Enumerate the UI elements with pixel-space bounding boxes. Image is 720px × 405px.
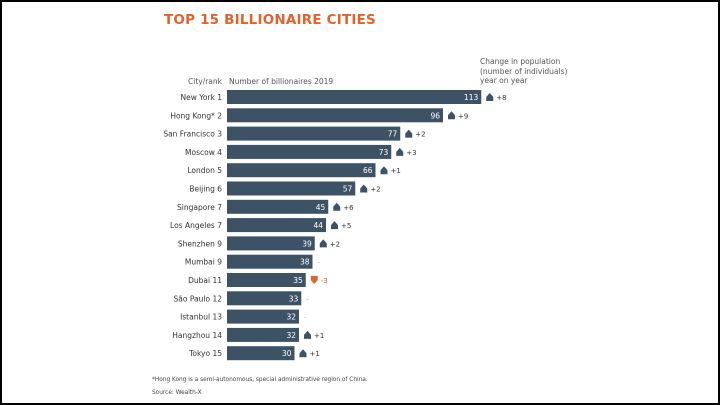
change-label: +5 <box>341 222 351 230</box>
category-label: New York 1 <box>181 93 223 102</box>
source-note: Source: Wealth-X <box>152 390 202 396</box>
bar <box>227 291 302 306</box>
bar <box>227 254 313 269</box>
category-label: San Francisco 3 <box>163 130 222 139</box>
bar <box>227 236 315 251</box>
bar <box>227 199 329 214</box>
value-label: 73 <box>379 148 389 157</box>
arrow-up-icon <box>486 93 494 101</box>
value-label: 57 <box>343 185 353 194</box>
change-label: +6 <box>343 204 354 212</box>
change-header-line: year on year <box>480 76 528 85</box>
value-label: 38 <box>300 258 310 267</box>
category-label: Hong Kong* 2 <box>170 111 222 120</box>
arrow-up-icon <box>380 166 388 175</box>
change-header-line: Change in population <box>480 57 561 66</box>
bar <box>227 163 376 178</box>
change-label: +8 <box>496 94 506 102</box>
bar <box>227 309 299 324</box>
footnote: *Hong Kong is a semi-autonomous, special… <box>152 377 368 383</box>
category-label: Istanbul 13 <box>180 313 222 322</box>
value-label: 33 <box>289 294 299 303</box>
value-label: 44 <box>313 221 323 230</box>
change-label: +2 <box>330 240 340 248</box>
category-label: Mumbai 9 <box>185 258 222 267</box>
bar <box>227 346 295 361</box>
category-label: Hangzhou 14 <box>172 331 222 340</box>
category-label: Singapore 7 <box>177 203 222 212</box>
category-label: São Paulo 12 <box>174 294 223 303</box>
category-label: London 5 <box>187 166 222 175</box>
change-label: +1 <box>391 167 401 175</box>
value-label: 66 <box>363 166 373 175</box>
arrow-up-icon <box>319 239 327 248</box>
value-label: 45 <box>316 203 326 212</box>
arrow-up-icon <box>299 349 307 358</box>
value-label: 30 <box>282 349 292 358</box>
value-label: 32 <box>286 331 296 340</box>
arrow-down-icon <box>310 276 318 284</box>
arrow-up-icon <box>333 202 341 211</box>
value-header: Number of billionaires 2019 <box>229 77 334 86</box>
arrow-up-icon <box>331 221 338 230</box>
arrow-up-icon <box>304 330 311 339</box>
value-label: 96 <box>430 111 440 120</box>
change-label: +9 <box>458 112 468 120</box>
value-label: 32 <box>286 313 296 322</box>
bar <box>227 218 326 233</box>
arrow-up-icon <box>360 184 368 193</box>
bar <box>227 327 299 342</box>
change-label: - <box>306 295 309 303</box>
bar <box>227 144 392 159</box>
value-label: 39 <box>302 239 312 248</box>
bar <box>227 126 401 141</box>
value-label: 113 <box>464 93 479 102</box>
change-label: - <box>304 314 307 322</box>
category-label: Moscow 4 <box>185 148 222 157</box>
category-header: City/rank <box>188 77 223 86</box>
category-label: Dubai 11 <box>188 276 222 285</box>
arrow-up-icon <box>448 111 455 120</box>
change-label: - <box>318 259 321 267</box>
change-header: Change in population (number of individu… <box>480 57 567 86</box>
bar <box>227 90 482 104</box>
category-label: Shenzhen 9 <box>178 239 222 248</box>
change-label: -3 <box>321 277 328 285</box>
change-label: +1 <box>310 350 320 358</box>
arrow-up-icon <box>405 129 413 138</box>
bar <box>227 273 306 287</box>
value-label: 35 <box>293 276 303 285</box>
category-label: Tokyo 15 <box>188 349 222 358</box>
change-label: +2 <box>370 186 380 194</box>
change-label: +1 <box>314 332 324 340</box>
change-label: +3 <box>406 149 416 157</box>
value-label: 77 <box>388 130 398 139</box>
arrow-up-icon <box>396 147 404 156</box>
category-label: Beijing 6 <box>189 185 222 194</box>
change-label: +2 <box>415 131 425 139</box>
chart-title: TOP 15 BILLIONAIRE CITIES <box>164 12 376 28</box>
category-label: Los Angeles 7 <box>170 221 222 230</box>
bar <box>227 108 443 123</box>
change-header-line: (number of individuals) <box>480 66 568 76</box>
bar <box>227 181 356 196</box>
